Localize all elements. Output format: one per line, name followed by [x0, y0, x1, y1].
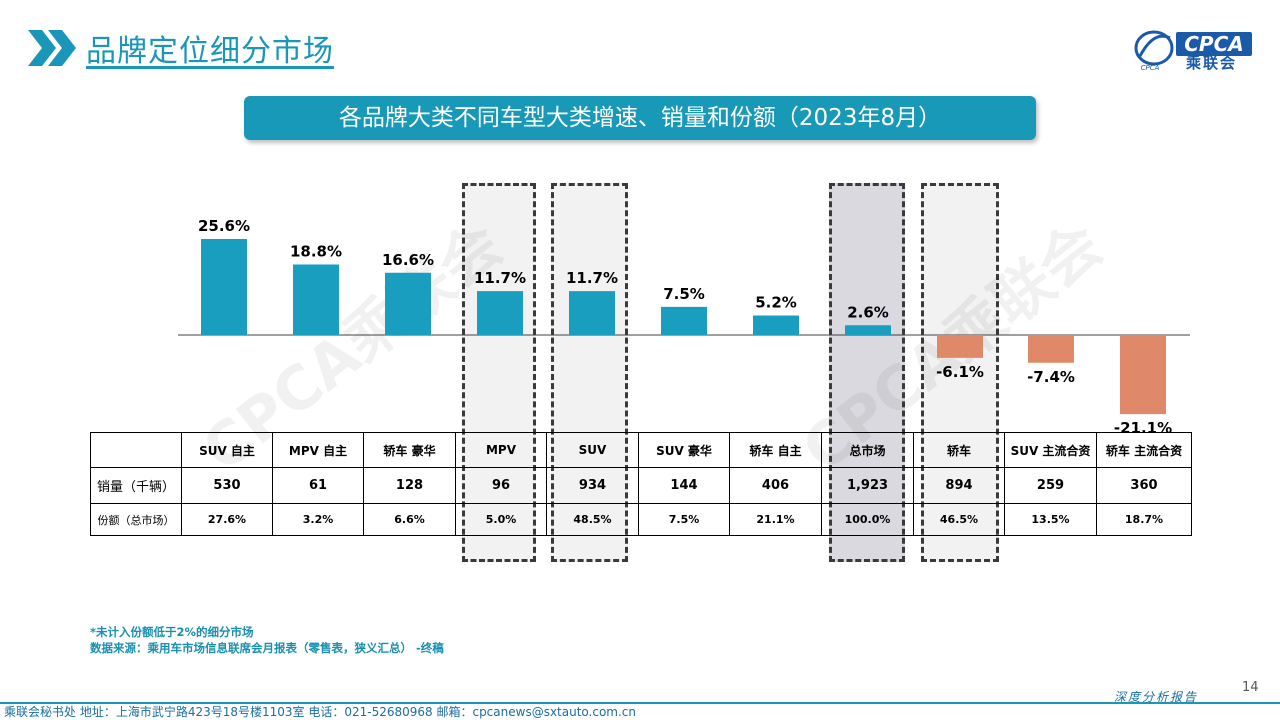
- logo-cn-text: 乘联会: [1186, 54, 1238, 72]
- note-line: *未计入份额低于2%的细分市场: [90, 625, 254, 639]
- data-label: 11.7%: [566, 269, 618, 287]
- bar: [569, 291, 615, 335]
- table-cell: 13.5%: [1004, 503, 1097, 536]
- table-cell: 530: [181, 467, 273, 504]
- table-cell: 144: [638, 467, 730, 504]
- bar: [477, 291, 523, 335]
- column-header: 轿车 豪华: [363, 432, 456, 468]
- column-header: 轿车 自主: [729, 432, 822, 468]
- column-header: SUV 自主: [181, 432, 273, 468]
- bar: [201, 239, 247, 335]
- table-cell: 48.5%: [546, 503, 639, 536]
- table-cell: 27.6%: [181, 503, 273, 536]
- bar: [1028, 335, 1074, 363]
- data-label: 2.6%: [847, 303, 889, 321]
- column-header: 轿车 主流合资: [1096, 432, 1192, 468]
- data-table: SUV 自主 MPV 自主 轿车 豪华 MPV SUV SUV 豪华 轿车 自主 总市场 轿车 S…: [90, 432, 1192, 536]
- table-row: 销量（千辆） 530 61 128 96 934 144 406 1,923 894 259 360: [90, 467, 1192, 504]
- table-cell: 1,923: [821, 467, 914, 504]
- data-label: -6.1%: [936, 363, 984, 381]
- footer-report-label: 深度分析报告: [1114, 690, 1199, 704]
- row-label: 份额（总市场）: [90, 503, 182, 536]
- cpca-logo-icon: CPCA CPCA: [1134, 30, 1252, 72]
- page-title: 品牌定位细分市场: [86, 34, 334, 69]
- table-cell: 128: [363, 467, 456, 504]
- column-header: MPV: [455, 432, 547, 468]
- page-number: 14: [1242, 680, 1259, 695]
- table-cell: 5.0%: [455, 503, 547, 536]
- bar: [753, 315, 799, 335]
- data-label: 7.5%: [663, 285, 705, 303]
- table-cell: 61: [272, 467, 364, 504]
- table-corner: [90, 432, 182, 468]
- table-row: 份额（总市场） 27.6% 3.2% 6.6% 5.0% 48.5% 7.5% 21.1% 10…: [90, 503, 1192, 536]
- footer-divider: [0, 702, 1280, 704]
- column-header: SUV 豪华: [638, 432, 730, 468]
- bar: [937, 335, 983, 358]
- table-cell: 21.1%: [729, 503, 822, 536]
- table-cell: 406: [729, 467, 822, 504]
- bar: [385, 272, 431, 335]
- data-label: -7.4%: [1027, 368, 1075, 386]
- table-cell: 7.5%: [638, 503, 730, 536]
- logo-sub: CPCA: [1141, 64, 1160, 72]
- data-label: 25.6%: [198, 217, 250, 235]
- chevron-icon: [28, 30, 76, 66]
- data-label: 5.2%: [755, 294, 797, 312]
- bar: [661, 306, 707, 335]
- table-cell: 100.0%: [821, 503, 914, 536]
- table-cell: 360: [1096, 467, 1192, 504]
- table-cell: 934: [546, 467, 639, 504]
- notes: *未计入份额低于2%的细分市场 数据来源：乘用车市场信息联席会月报表（零售表，狭…: [90, 624, 444, 656]
- table-cell: 46.5%: [913, 503, 1005, 536]
- table-cell: 259: [1004, 467, 1097, 504]
- table-cell: 3.2%: [272, 503, 364, 536]
- column-header: SUV: [546, 432, 639, 468]
- bar: [293, 264, 339, 335]
- table-cell: 6.6%: [363, 503, 456, 536]
- source-line: 数据来源：乘用车市场信息联席会月报表（零售表，狭义汇总） -终稿: [90, 641, 444, 655]
- data-label: 16.6%: [382, 251, 434, 269]
- data-label: 18.8%: [290, 243, 342, 261]
- table-cell: 96: [455, 467, 547, 504]
- bar: [1120, 335, 1166, 415]
- column-header: SUV 主流合资: [1004, 432, 1097, 468]
- bar: [845, 325, 891, 335]
- table-cell: 894: [913, 467, 1005, 504]
- table-cell: 18.7%: [1096, 503, 1192, 536]
- data-label: 11.7%: [474, 269, 526, 287]
- column-header: MPV 自主: [272, 432, 364, 468]
- footer-contact: 乘联会秘书处 地址：上海市武宁路423号18号楼1103室 电话：021-526…: [4, 705, 637, 719]
- column-header: 总市场: [821, 432, 914, 468]
- column-header: 轿车: [913, 432, 1005, 468]
- chart-banner: 各品牌大类不同车型大类增速、销量和份额（2023年8月）: [244, 96, 1036, 140]
- logo-text: CPCA: [1184, 32, 1244, 56]
- row-label: 销量（千辆）: [90, 467, 182, 504]
